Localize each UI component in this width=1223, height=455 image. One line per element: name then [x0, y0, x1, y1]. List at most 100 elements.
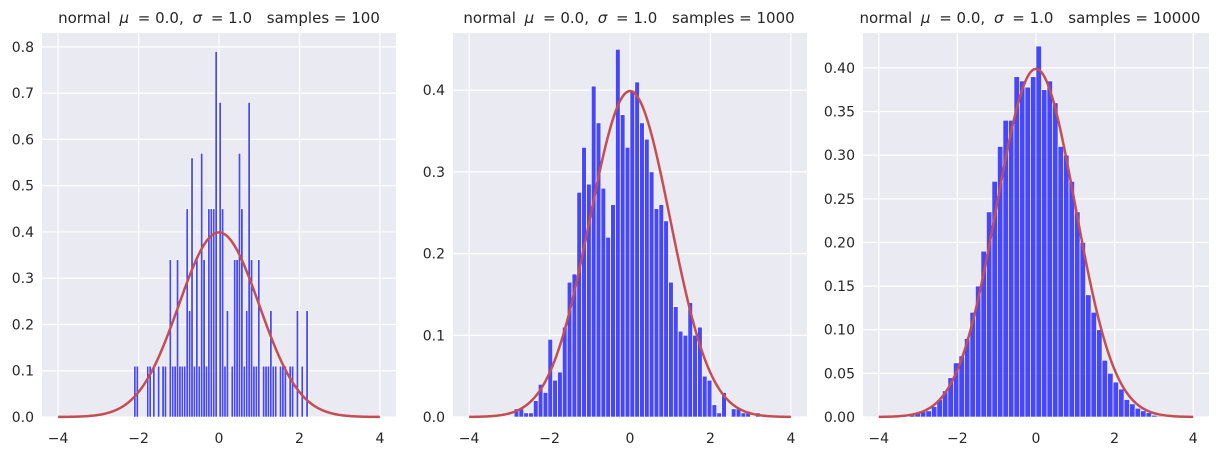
histogram-bar [610, 204, 616, 418]
x-tick-label: 4 [1189, 431, 1198, 447]
title-dist: normal [463, 9, 516, 27]
title-sigma-value: = 1.0 [211, 9, 252, 27]
y-tick-label: 0.2 [423, 247, 445, 263]
histogram-bar [274, 365, 278, 418]
histogram-bar [173, 365, 177, 418]
y-tick-label: 0.6 [12, 132, 34, 148]
histogram-bar [225, 310, 229, 418]
histogram-bar [528, 412, 534, 418]
histogram-bar [133, 365, 137, 418]
histogram-bar [1024, 86, 1031, 418]
histogram-bar [721, 392, 727, 418]
y-tick-label: 0.30 [824, 148, 855, 164]
title-sigma: σ [598, 9, 608, 27]
panel-title: normal μ = 0.0, σ = 1.0 samples = 1000 [463, 9, 794, 27]
histogram-bar [240, 208, 244, 418]
y-tick-label: 0.35 [824, 105, 855, 121]
histogram-bar [266, 365, 270, 418]
histogram-bar [1107, 373, 1114, 418]
title-samples: samples = 1000 [672, 9, 795, 27]
histogram-bar [163, 365, 167, 418]
histogram-bar [702, 375, 708, 418]
histogram-bar [1090, 311, 1097, 418]
x-tick-label: 0 [626, 431, 635, 447]
histogram-bar [716, 412, 722, 418]
histogram-bar [195, 259, 199, 418]
histogram-bar [634, 81, 640, 418]
x-tick-label: −2 [947, 431, 968, 447]
title-sigma-value: = 1.0 [616, 9, 657, 27]
pdf-curve [878, 67, 1194, 419]
histogram-bar [1140, 410, 1147, 418]
histogram-bar [649, 171, 655, 418]
histogram-bar [740, 412, 746, 418]
y-tick-label: 0.3 [423, 165, 445, 181]
histogram-bar [1046, 80, 1053, 418]
histogram-bar [295, 310, 299, 418]
y-tick-label: 0.5 [12, 179, 34, 195]
histogram-bar [209, 208, 213, 418]
histogram-bars [909, 45, 1163, 418]
histogram-bar [283, 365, 287, 418]
histogram-bar [279, 365, 283, 418]
histogram-bar [233, 259, 237, 418]
histogram-bar [1079, 242, 1086, 418]
histogram-bar [200, 152, 204, 418]
histogram-bar [533, 400, 539, 418]
histogram-bar [673, 306, 679, 418]
histogram-bar [247, 102, 251, 418]
histogram-bar [552, 379, 558, 418]
x-tick-label: −2 [128, 431, 149, 447]
histogram-bar [644, 138, 650, 418]
histogram-bar [257, 259, 261, 418]
title-sigma: σ [994, 9, 1004, 27]
histogram-bar [576, 192, 582, 418]
histogram-bar [157, 365, 161, 418]
histogram-bar [180, 365, 184, 418]
y-tick-label: 0.25 [824, 192, 855, 208]
histogram-bar [1134, 407, 1141, 418]
pdf-curve [58, 231, 380, 419]
histogram-bar [176, 259, 180, 418]
histogram-bar [697, 326, 703, 418]
histogram-bar [711, 404, 717, 418]
histogram-bar [557, 371, 563, 418]
histogram-bar [305, 310, 309, 418]
histogram-bar [178, 365, 182, 418]
histogram-bar [221, 208, 225, 418]
histogram-bar [1118, 388, 1125, 418]
x-tick-label: 2 [1110, 431, 1119, 447]
y-tick-label: 0.8 [12, 40, 34, 56]
histogram-bar [668, 281, 674, 418]
title-mu: μ [920, 9, 931, 27]
histogram-bar [223, 365, 227, 418]
y-tick-label: 0.4 [12, 225, 34, 241]
plot-area: 0.0 0.1 0.2 0.3 0.4 −4 −2 0 2 4 [423, 33, 807, 447]
histogram-bar [281, 365, 285, 418]
plot-area: 0.0 0.1 0.2 0.3 0.4 0.5 0.6 0.7 0.8 −4 −2 0 2 4 [12, 33, 396, 447]
histogram-bar [197, 365, 201, 418]
histogram-bar [235, 259, 239, 418]
histogram-bar [269, 310, 273, 418]
histogram-bar [238, 152, 241, 418]
histogram-bar [250, 259, 254, 418]
chart-panel-samples-100: 0.0 0.1 0.2 0.3 0.4 0.5 0.6 0.7 0.8 −4 −2 0 2 4 norma… [12, 9, 396, 447]
x-tick-label: 0 [1032, 431, 1041, 447]
histogram-bar [523, 412, 529, 418]
histogram-bar [188, 310, 192, 418]
histogram-bar [262, 365, 266, 418]
x-tick-label: 2 [706, 431, 715, 447]
x-tick-label: −2 [539, 431, 560, 447]
histogram-bar [692, 334, 698, 418]
histogram-bar [1112, 381, 1119, 418]
histogram-bar [152, 365, 156, 418]
histogram-bar [168, 259, 172, 418]
histogram-bar [562, 326, 568, 418]
title-mu-value: = 0.0, [138, 9, 184, 27]
panel-title: normal μ = 0.0, σ = 1.0 samples = 10000 [860, 9, 1201, 27]
title-sigma: σ [193, 9, 203, 27]
histogram-bar [620, 114, 626, 418]
y-tick-label: 0.1 [12, 364, 34, 380]
y-tick-label: 0.20 [824, 235, 855, 251]
histogram-bar [242, 365, 246, 418]
